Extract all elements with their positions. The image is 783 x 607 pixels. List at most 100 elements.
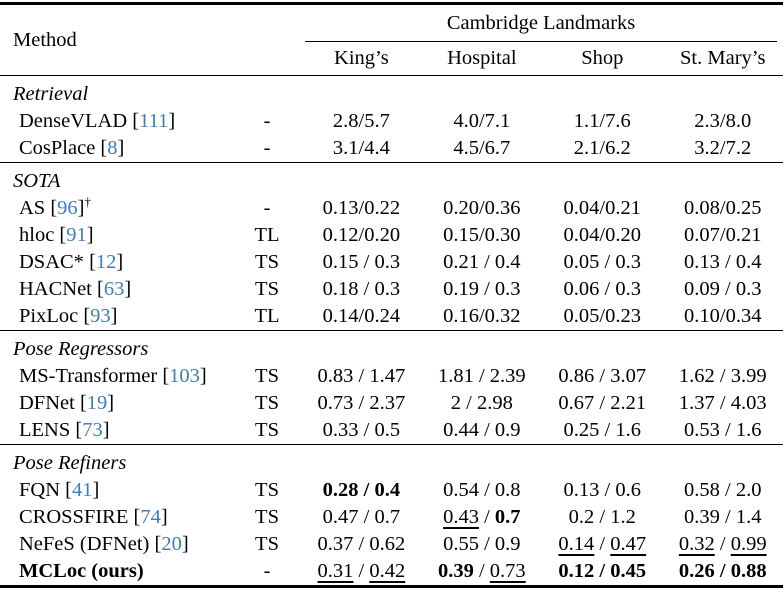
- metric-segment: 0.05 / 0.3: [563, 251, 641, 273]
- citation-link[interactable]: 63: [103, 278, 125, 300]
- metric-segment: 2 / 2.98: [450, 392, 513, 414]
- train-type-cell: -: [263, 137, 271, 159]
- metric-cell: 0.18 / 0.3: [301, 276, 421, 303]
- method-column-header: Method: [13, 28, 77, 51]
- train-type-cell: TS: [255, 251, 279, 273]
- method-name: NeFeS (DFNet) [20]: [19, 533, 189, 555]
- metric-cell: 0.15 / 0.3: [301, 249, 421, 276]
- metric-segment: 0.7: [494, 506, 521, 528]
- citation-link[interactable]: 19: [86, 392, 108, 414]
- metric-cell: 2.8/5.7: [301, 108, 421, 135]
- citation-link[interactable]: 93: [90, 305, 111, 327]
- metric-cell: 0.39 / 0.73: [422, 558, 542, 587]
- metric-segment: 0.08/0.25: [684, 197, 762, 219]
- metric-segment: 1.62 / 3.99: [678, 365, 767, 387]
- metric-cell: 0.32 / 0.99: [663, 531, 783, 558]
- metric-segment: 0.44 / 0.9: [443, 419, 521, 441]
- train-type-cell: TS: [255, 365, 279, 387]
- metric-segment: 0.42: [369, 560, 406, 582]
- method-name: CROSSFIRE [74]: [19, 506, 168, 528]
- metric-segment: /: [473, 560, 490, 582]
- metric-cell: 0.06 / 0.3: [542, 276, 662, 303]
- metric-cell: 2 / 2.98: [422, 390, 542, 417]
- metric-cell: 0.21 / 0.4: [422, 249, 542, 276]
- metric-cell: 0.58 / 2.0: [663, 477, 783, 504]
- metric-segment: 0.86 / 3.07: [558, 365, 647, 387]
- metric-cell: 0.04/0.21: [542, 195, 662, 222]
- table-row: DenseVLAD [111] - 2.8/5.7 4.0/7.1 1.1/7.6 2.3…: [0, 108, 783, 135]
- metric-segment: 0.18 / 0.3: [322, 278, 401, 300]
- metric-cell: 2.1/6.2: [542, 135, 662, 163]
- train-type-cell: -: [263, 560, 271, 582]
- train-type-cell: -: [263, 197, 271, 219]
- table-row: HACNet [63] TS 0.18 / 0.3 0.19 / 0.3 0.06 / …: [0, 276, 783, 303]
- train-type-cell: TS: [255, 278, 279, 300]
- metric-cell: 0.43 / 0.7: [422, 504, 542, 531]
- table-row: FQN [41] TS 0.28 / 0.4 0.54 / 0.8 0.13 / 0.6…: [0, 477, 783, 504]
- citation-link[interactable]: 73: [82, 419, 103, 441]
- metric-cell: 0.13 / 0.6: [542, 477, 662, 504]
- metric-cell: 0.26 / 0.88: [663, 558, 783, 587]
- metric-cell: 1.1/7.6: [542, 108, 662, 135]
- metric-segment: 0.12/0.20: [322, 224, 401, 246]
- metric-cell: 0.05 / 0.3: [542, 249, 662, 276]
- metric-cell: 0.33 / 0.5: [301, 417, 421, 445]
- metric-segment: 0.21 / 0.4: [443, 251, 521, 273]
- table-row: CosPlace [8] - 3.1/4.4 4.5/6.7 2.1/6.2 3.2/7.…: [0, 135, 783, 163]
- citation-link[interactable]: 8: [107, 137, 118, 159]
- citation-link[interactable]: 74: [140, 506, 161, 528]
- metric-cell: 0.53 / 1.6: [663, 417, 783, 445]
- section-label: Pose Regressors: [13, 338, 149, 360]
- metric-segment: 0.55 / 0.9: [443, 533, 521, 555]
- metric-segment: 0.14/0.24: [322, 305, 401, 327]
- metric-cell: 0.44 / 0.9: [422, 417, 542, 445]
- train-type-cell: TS: [255, 533, 279, 555]
- metric-segment: 0.14: [558, 533, 595, 555]
- metric-cell: 0.83 / 1.47: [301, 363, 421, 390]
- method-name: MS-Transformer [103]: [19, 365, 207, 387]
- table-row: MS-Transformer [103] TS 0.83 / 1.47 1.81 / …: [0, 363, 783, 390]
- metric-segment: /: [478, 506, 495, 528]
- section-header-row: Pose Regressors: [0, 330, 783, 364]
- metric-segment: 0.19 / 0.3: [443, 278, 521, 300]
- section-label: Pose Refiners: [13, 452, 127, 474]
- method-name: AS [96]†: [19, 194, 91, 219]
- metric-cell: 0.54 / 0.8: [422, 477, 542, 504]
- metric-segment: 0.13 / 0.6: [563, 479, 641, 501]
- method-name: FQN [41]: [19, 479, 100, 501]
- section-label: SOTA: [13, 170, 61, 192]
- table-row: LENS [73] TS 0.33 / 0.5 0.44 / 0.9 0.25 / 1.…: [0, 417, 783, 445]
- citation-link[interactable]: 96: [57, 197, 78, 219]
- metric-cell: 0.05/0.23: [542, 303, 662, 331]
- column-header-kings: King’s: [334, 47, 389, 69]
- metric-segment: 1.37 / 4.03: [678, 392, 767, 414]
- metric-segment: 0.47 / 0.7: [322, 506, 401, 528]
- metric-cell: 0.86 / 3.07: [542, 363, 662, 390]
- metric-cell: 3.1/4.4: [301, 135, 421, 163]
- citation-link[interactable]: 103: [169, 365, 200, 387]
- citation-link[interactable]: 41: [71, 479, 93, 501]
- citation-link[interactable]: 91: [66, 224, 87, 246]
- table-row: PixLoc [93] TL 0.14/0.24 0.16/0.32 0.05/0.23…: [0, 303, 783, 331]
- citation-link[interactable]: 111: [139, 110, 169, 132]
- metric-segment: 2.8/5.7: [332, 110, 390, 132]
- metric-cell: 0.12 / 0.45: [542, 558, 662, 587]
- metric-segment: 0.07/0.21: [684, 224, 762, 246]
- metric-segment: 0.04/0.21: [563, 197, 641, 219]
- metric-cell: 0.08/0.25: [663, 195, 783, 222]
- metric-cell: 0.13/0.22: [301, 195, 421, 222]
- metric-cell: 2.3/8.0: [663, 108, 783, 135]
- method-name: DenseVLAD [111]: [19, 110, 176, 132]
- metric-cell: 0.55 / 0.9: [422, 531, 542, 558]
- dataset-group-header: Cambridge Landmarks: [301, 4, 783, 42]
- metric-cell: 4.0/7.1: [422, 108, 542, 135]
- citation-link[interactable]: 20: [161, 533, 182, 555]
- metric-cell: 0.07/0.21: [663, 222, 783, 249]
- metric-cell: 0.67 / 2.21: [542, 390, 662, 417]
- metric-segment: 0.73: [489, 560, 526, 582]
- method-name: DSAC* [12]: [19, 251, 124, 273]
- train-type-cell: TS: [255, 419, 279, 441]
- method-name: LENS [73]: [19, 419, 110, 441]
- citation-link[interactable]: 12: [95, 251, 117, 273]
